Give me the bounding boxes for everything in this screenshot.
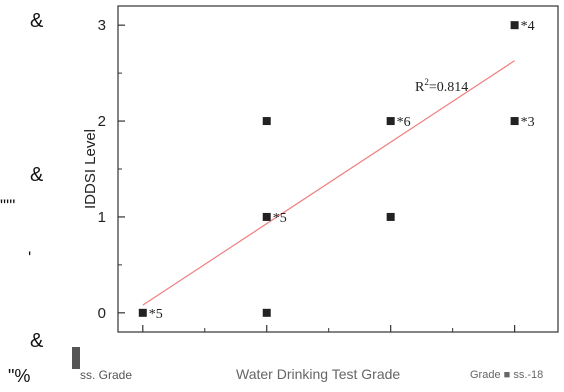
- data-point-label-0: *5: [149, 307, 163, 322]
- y-tick-label-0: 0: [98, 305, 106, 322]
- caption-left-text: ss. Grade: [80, 368, 133, 382]
- data-point-7: [510, 21, 519, 30]
- side-glyph-4: ': [28, 248, 32, 267]
- data-point-5: [386, 117, 395, 126]
- x-axis-caption-strip: [72, 347, 564, 369]
- data-point-3: [262, 117, 271, 126]
- side-glyph-3: "'": [0, 196, 16, 215]
- data-point-0: [138, 308, 147, 317]
- r-squared-annotation: R2=0.814: [415, 77, 468, 95]
- data-point-label-6: *3: [521, 115, 535, 130]
- side-glyph-1: &: [30, 10, 44, 32]
- data-point-label-7: *4: [521, 19, 535, 34]
- tick-marks: [118, 24, 516, 332]
- r-squared-value: =0.814: [429, 80, 468, 95]
- data-point-4: [386, 212, 395, 221]
- y-tick-label-2: 2: [98, 113, 106, 130]
- x-axis-title: Water Drinking Test Grade: [236, 366, 401, 382]
- side-glyph-2: &: [30, 164, 44, 186]
- data-points: *5 *5 *6 *3 *4: [138, 19, 535, 322]
- plot-frame: [117, 5, 559, 333]
- tick-labels: 0 1 2 3: [98, 17, 106, 322]
- y-tick-label-1: 1: [98, 209, 106, 226]
- data-point-label-2: *5: [273, 211, 287, 226]
- trend-line: [142, 60, 515, 306]
- data-point-6: [510, 117, 519, 126]
- y-axis-title: IDDSI Level: [82, 129, 99, 209]
- side-glyph-6: "%: [8, 366, 31, 386]
- y-tick-label-3: 3: [98, 17, 106, 34]
- side-glyph-5: &: [30, 330, 44, 352]
- data-point-2: [262, 212, 271, 221]
- data-point-label-5: *6: [397, 115, 411, 130]
- caption-right-text: Grade ■ ss.-18: [470, 369, 544, 381]
- data-point-1: [262, 308, 271, 317]
